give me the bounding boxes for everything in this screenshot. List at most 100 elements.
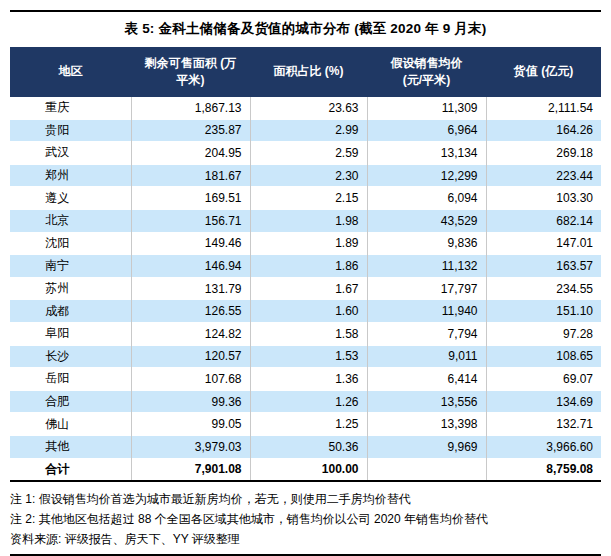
cell-price <box>367 458 486 481</box>
cell-area: 126.55 <box>131 300 250 323</box>
table-row: 阜阳124.821.587,79497.28 <box>10 322 601 345</box>
cell-price: 11,132 <box>367 255 486 278</box>
source-line: 资料来源: 评级报告、房天下、YY 评级整理 <box>10 529 601 549</box>
cell-region: 苏州 <box>10 277 131 300</box>
cell-price: 6,964 <box>367 119 486 142</box>
footnote-2: 注 2: 其他地区包括超过 88 个全国各区域其他城市，销售均价以公司 2020… <box>10 509 601 529</box>
cell-price: 12,299 <box>367 164 486 187</box>
table-row: 其他3,979.0350.369,9693,966.60 <box>10 435 601 458</box>
cell-share: 1.25 <box>250 413 367 436</box>
cell-area: 124.82 <box>131 322 250 345</box>
cell-price: 9,011 <box>367 345 486 368</box>
total-row: 合计7,901.08100.008,759.08 <box>10 458 601 481</box>
cell-value: 234.55 <box>486 277 601 300</box>
cell-price: 6,414 <box>367 368 486 391</box>
cell-region: 遵义 <box>10 187 131 210</box>
cell-value: 134.69 <box>486 390 601 413</box>
cell-price: 11,940 <box>367 300 486 323</box>
cell-share: 23.63 <box>250 97 367 119</box>
cell-value: 108.65 <box>486 345 601 368</box>
cell-area: 99.05 <box>131 413 250 436</box>
cell-area: 235.87 <box>131 119 250 142</box>
cell-value: 2,111.54 <box>486 97 601 119</box>
cell-price: 6,094 <box>367 187 486 210</box>
table-row: 遵义169.512.156,094103.30 <box>10 187 601 210</box>
col-header-region: 地区 <box>10 47 131 97</box>
cell-share: 100.00 <box>250 458 367 481</box>
table-row: 南宁146.941.8611,132163.57 <box>10 255 601 278</box>
footnotes: 注 1: 假设销售均价首选为城市最近新房均价，若无，则使用二手房均价替代 注 2… <box>10 489 601 549</box>
cell-area: 149.46 <box>131 232 250 255</box>
report-page: 表 5: 金科土储储备及货值的城市分布 (截至 2020 年 9 月末) 地区 … <box>0 0 611 556</box>
cell-area: 1,867.13 <box>131 97 250 119</box>
cell-region: 阜阳 <box>10 322 131 345</box>
table-row: 岳阳107.681.366,41469.07 <box>10 368 601 391</box>
col-header-price: 假设销售均价 (元/平米) <box>367 47 486 97</box>
cell-share: 1.86 <box>250 255 367 278</box>
cell-region: 合计 <box>10 458 131 481</box>
table-row: 成都126.551.6011,940151.10 <box>10 300 601 323</box>
col-header-value: 货值 (亿元) <box>486 47 601 97</box>
table-row: 佛山99.051.2513,398132.71 <box>10 413 601 436</box>
cell-share: 2.15 <box>250 187 367 210</box>
cell-share: 1.58 <box>250 322 367 345</box>
cell-region: 重庆 <box>10 97 131 119</box>
table-row: 重庆1,867.1323.6311,3092,111.54 <box>10 97 601 119</box>
cell-share: 1.26 <box>250 390 367 413</box>
cell-value: 164.26 <box>486 119 601 142</box>
cell-area: 107.68 <box>131 368 250 391</box>
cell-value: 223.44 <box>486 164 601 187</box>
cell-region: 长沙 <box>10 345 131 368</box>
cell-price: 43,529 <box>367 209 486 232</box>
col-header-share: 面积占比 (%) <box>250 47 367 97</box>
cell-share: 50.36 <box>250 435 367 458</box>
footnote-1: 注 1: 假设销售均价首选为城市最近新房均价，若无，则使用二手房均价替代 <box>10 489 601 509</box>
cell-region: 岳阳 <box>10 368 131 391</box>
cell-region: 其他 <box>10 435 131 458</box>
table-row: 贵阳235.872.996,964164.26 <box>10 119 601 142</box>
table-title: 表 5: 金科土储储备及货值的城市分布 (截至 2020 年 9 月末) <box>10 12 601 47</box>
cell-price: 13,398 <box>367 413 486 436</box>
cell-share: 1.89 <box>250 232 367 255</box>
cell-value: 8,759.08 <box>486 458 601 481</box>
cell-price: 13,134 <box>367 142 486 165</box>
cell-value: 69.07 <box>486 368 601 391</box>
table-row: 苏州131.791.6717,797234.55 <box>10 277 601 300</box>
cell-area: 131.79 <box>131 277 250 300</box>
col-header-area: 剩余可售面积 (万 平米) <box>131 47 250 97</box>
table-body: 重庆1,867.1323.6311,3092,111.54贵阳235.872.9… <box>10 97 601 481</box>
cell-value: 103.30 <box>486 187 601 210</box>
table-row: 长沙120.571.539,011108.65 <box>10 345 601 368</box>
cell-share: 1.36 <box>250 368 367 391</box>
cell-price: 7,794 <box>367 322 486 345</box>
cell-value: 163.57 <box>486 255 601 278</box>
cell-region: 合肥 <box>10 390 131 413</box>
cell-region: 武汉 <box>10 142 131 165</box>
table-row: 合肥99.361.2613,556134.69 <box>10 390 601 413</box>
cell-value: 132.71 <box>486 413 601 436</box>
cell-value: 147.01 <box>486 232 601 255</box>
cell-area: 156.71 <box>131 209 250 232</box>
cell-price: 17,797 <box>367 277 486 300</box>
cell-area: 146.94 <box>131 255 250 278</box>
cell-price: 9,969 <box>367 435 486 458</box>
cell-region: 郑州 <box>10 164 131 187</box>
cell-share: 2.30 <box>250 164 367 187</box>
cell-region: 南宁 <box>10 255 131 278</box>
header-row: 地区 剩余可售面积 (万 平米) 面积占比 (%) 假设销售均价 (元/平米) … <box>10 47 601 97</box>
cell-area: 181.67 <box>131 164 250 187</box>
cell-value: 682.14 <box>486 209 601 232</box>
cell-value: 97.28 <box>486 322 601 345</box>
cell-price: 11,309 <box>367 97 486 119</box>
cell-area: 99.36 <box>131 390 250 413</box>
cell-price: 13,556 <box>367 390 486 413</box>
cell-share: 1.98 <box>250 209 367 232</box>
cell-area: 169.51 <box>131 187 250 210</box>
cell-share: 1.53 <box>250 345 367 368</box>
cell-region: 成都 <box>10 300 131 323</box>
cell-share: 2.59 <box>250 142 367 165</box>
cell-region: 佛山 <box>10 413 131 436</box>
table-row: 北京156.711.9843,529682.14 <box>10 209 601 232</box>
cell-region: 贵阳 <box>10 119 131 142</box>
table-row: 沈阳149.461.899,836147.01 <box>10 232 601 255</box>
